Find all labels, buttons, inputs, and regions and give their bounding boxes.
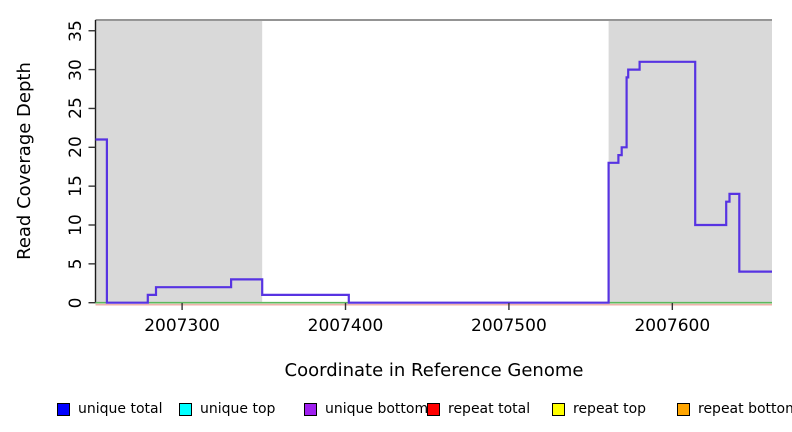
y-tick-label: 15 bbox=[66, 175, 86, 197]
x-tick-label: 2007300 bbox=[144, 316, 220, 336]
coverage-step-line bbox=[95, 60, 772, 304]
x-axis-title: Coordinate in Reference Genome bbox=[284, 360, 584, 381]
repeat-region-shade-right bbox=[608, 20, 772, 304]
y-tick-label: 5 bbox=[66, 258, 86, 270]
legend-item: repeat bottom bbox=[677, 399, 792, 419]
legend-swatch-unique-total bbox=[57, 402, 70, 416]
y-tick-label: 0 bbox=[66, 297, 86, 309]
legend-item: unique total bbox=[57, 399, 162, 419]
x-tick-label: 2007400 bbox=[307, 316, 384, 336]
x-tick-label: 2007500 bbox=[471, 316, 547, 336]
legend-label: unique top bbox=[200, 401, 276, 417]
legend-swatch-unique-bottom bbox=[304, 402, 317, 416]
y-tick-label: 10 bbox=[66, 214, 86, 236]
legend-label: repeat bottom bbox=[698, 401, 792, 417]
legend-label: repeat top bbox=[573, 401, 647, 417]
legend-item: unique top bbox=[179, 399, 275, 419]
legend-swatch-repeat-top bbox=[552, 402, 565, 416]
legend-swatch-repeat-total bbox=[427, 402, 440, 416]
x-tick-label: 2007600 bbox=[634, 316, 711, 336]
y-axis-title: Read Coverage Depth bbox=[14, 62, 35, 260]
axis-tick-marks bbox=[88, 30, 674, 310]
repeat-region-shade-left bbox=[95, 20, 263, 304]
legend: unique total unique top unique bottom re… bbox=[0, 399, 792, 423]
y-tick-label: 30 bbox=[66, 58, 86, 81]
legend-item: repeat top bbox=[552, 399, 646, 419]
legend-item: unique bottom bbox=[304, 399, 428, 419]
legend-label: unique bottom bbox=[325, 401, 429, 417]
legend-swatch-repeat-bottom bbox=[677, 402, 690, 416]
y-tick-label: 20 bbox=[66, 136, 86, 159]
y-tick-label: 35 bbox=[66, 19, 86, 42]
legend-label: unique total bbox=[78, 401, 163, 417]
legend-label: repeat total bbox=[448, 401, 531, 417]
y-tick-label: 25 bbox=[66, 97, 86, 120]
legend-item: repeat total bbox=[427, 399, 530, 419]
legend-swatch-unique-top bbox=[179, 402, 192, 416]
